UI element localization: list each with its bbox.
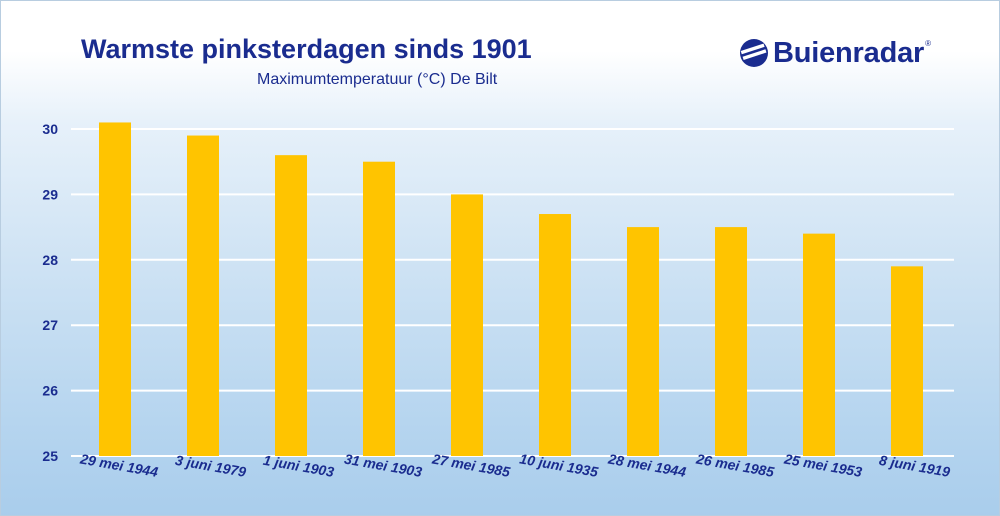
logo-wordmark: Buienradar [773,36,925,69]
bar [451,194,483,456]
bar [627,227,659,456]
logo-registered-mark: ® [925,38,932,48]
y-tick-label: 26 [42,383,58,399]
y-tick-label: 27 [42,317,58,333]
chart-title: Warmste pinksterdagen sinds 1901 [81,34,532,64]
bar [715,227,747,456]
bar [187,135,219,457]
buienradar-logo: Buienradar ® [739,35,931,71]
y-tick-label: 28 [42,252,58,268]
y-tick-label: 30 [42,121,58,137]
chart-subtitle: Maximumtemperatuur (°C) De Bilt [257,71,498,88]
buienradar-logo-icon [740,39,768,67]
bar [99,122,131,457]
bars [99,122,923,457]
bar [275,155,307,456]
bar [891,266,923,456]
y-tick-label: 29 [42,186,58,202]
bar [539,214,571,456]
bar [803,233,835,456]
y-tick-label: 25 [42,448,58,464]
bar [363,161,395,456]
y-axis-ticks: 25 26 27 28 29 30 [42,121,58,464]
